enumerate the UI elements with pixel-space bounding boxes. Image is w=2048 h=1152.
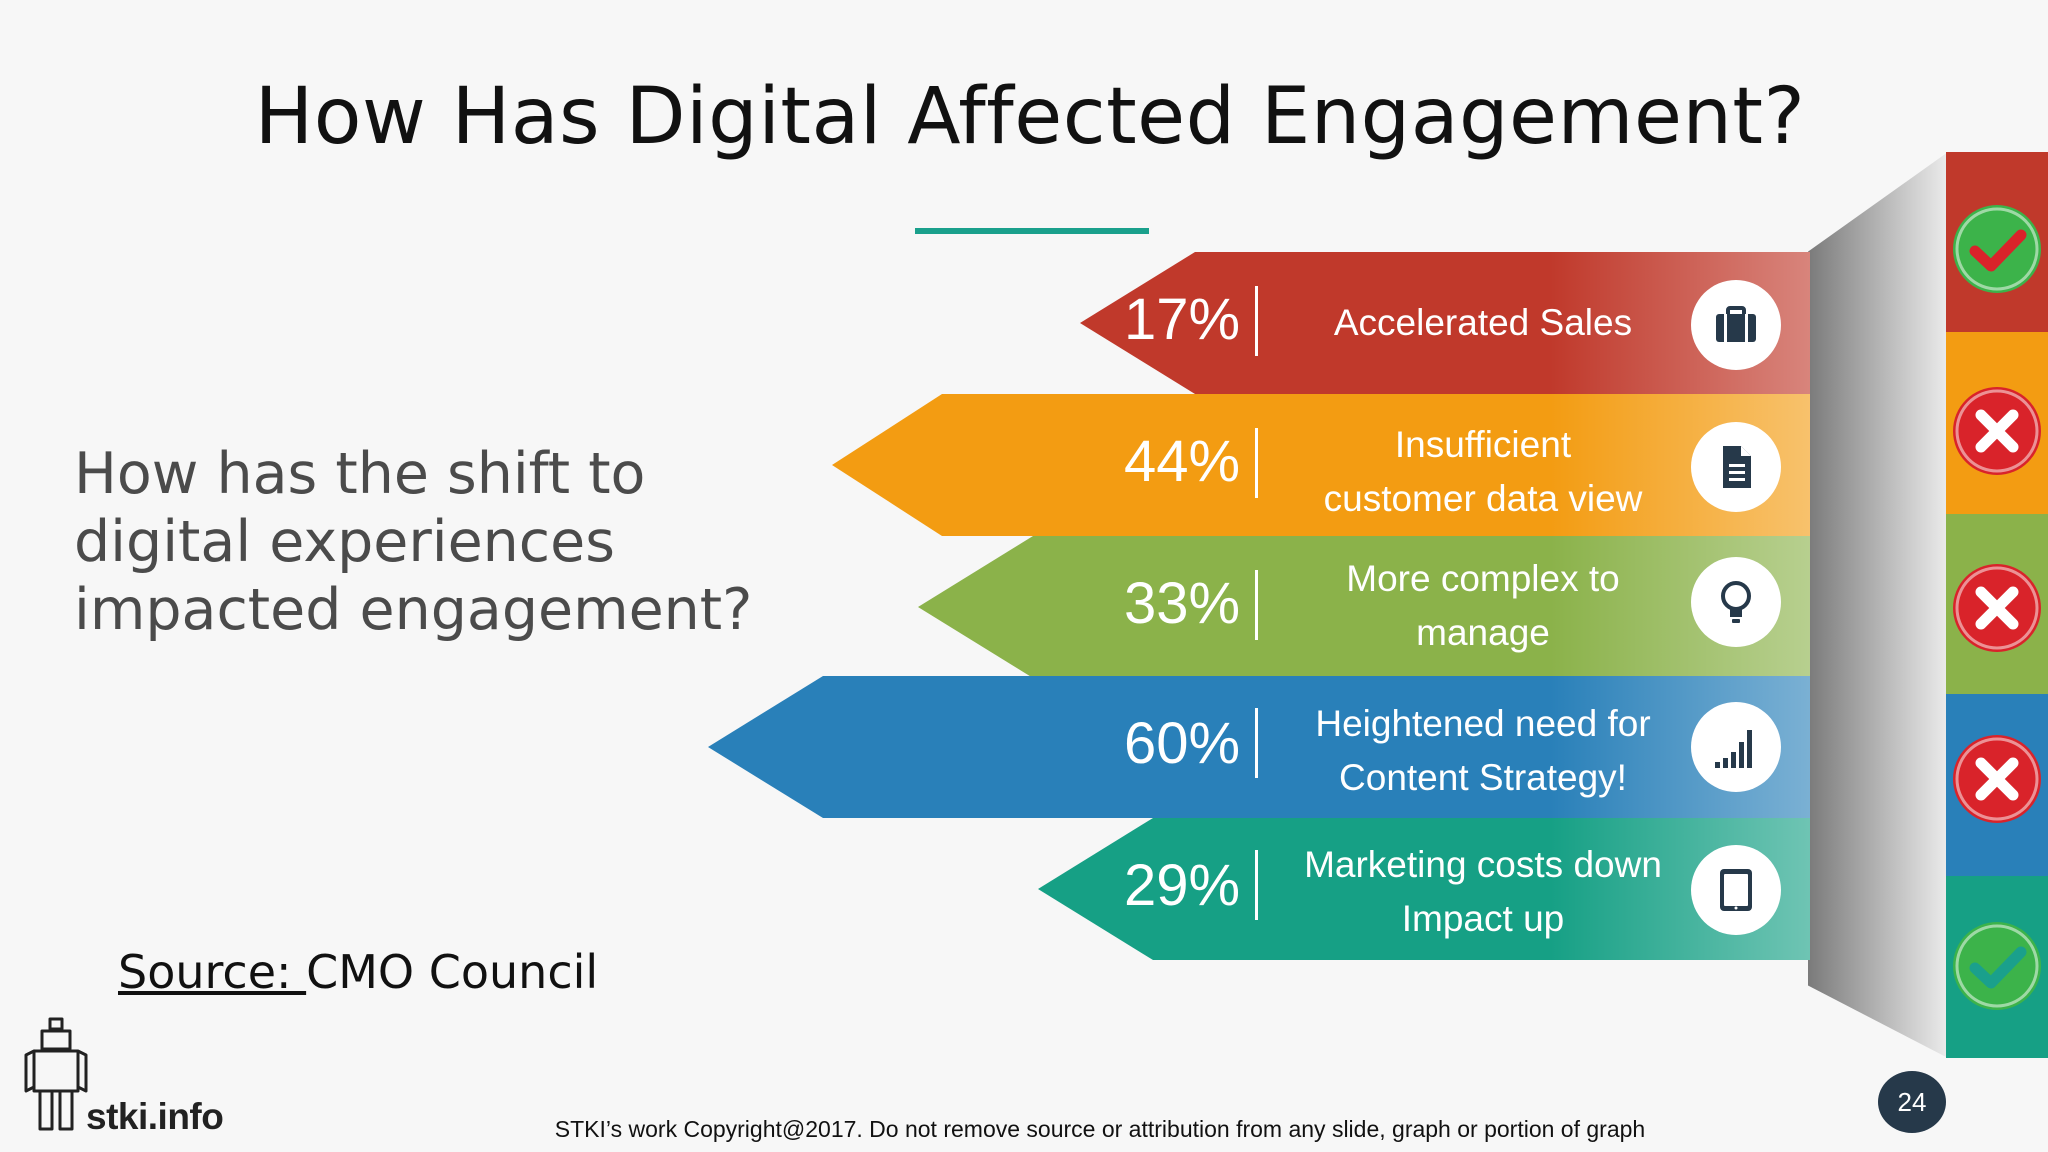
- item-2-percent: 44%: [1124, 429, 1241, 494]
- item-5-percent: 29%: [1124, 853, 1241, 918]
- check-icon: [1951, 203, 2043, 295]
- site-logo-text: stki.info: [86, 1096, 224, 1137]
- ribbon-fold-shadow: [1808, 152, 1948, 1058]
- signal-bars-icon: [1691, 702, 1781, 792]
- page-number-badge: 24: [1878, 1071, 1946, 1133]
- cross-icon: [1951, 562, 2043, 654]
- item-4-divider: [1255, 708, 1258, 778]
- lightbulb-icon: [1691, 557, 1781, 647]
- item-2-divider: [1255, 428, 1258, 498]
- cross-icon: [1951, 733, 2043, 825]
- question-text: How has the shift to digital experiences…: [74, 441, 753, 643]
- document-icon: [1691, 422, 1781, 512]
- copyright-footer: STKI’s work Copyright@2017. Do not remov…: [554, 1116, 1646, 1142]
- cross-icon: [1951, 385, 2043, 477]
- source-label: Source:: [118, 945, 307, 999]
- title-underline: [915, 228, 1149, 234]
- item-3-divider: [1255, 570, 1258, 640]
- item-4-percent: 60%: [1124, 711, 1241, 776]
- source-value: CMO Council: [306, 945, 599, 999]
- item-5-divider: [1255, 850, 1258, 920]
- item-3-label: More complex to manage: [1346, 558, 1620, 653]
- item-1-divider: [1255, 286, 1258, 356]
- arrow-item-1: [1080, 252, 1810, 394]
- briefcase-icon: [1691, 280, 1781, 370]
- tablet-icon: [1691, 845, 1781, 935]
- source-attribution: Source: CMO Council: [118, 945, 598, 999]
- item-3-percent: 33%: [1124, 571, 1241, 636]
- robot-figure-icon: [12, 1015, 92, 1140]
- arrow-item-4: [708, 676, 1810, 818]
- item-2-label: Insufficient customer data view: [1323, 424, 1643, 519]
- arrow-item-2: [832, 394, 1810, 536]
- check-icon: [1951, 920, 2043, 1012]
- item-1-label: Accelerated Sales: [1333, 302, 1633, 343]
- item-5-label: Marketing costs down Impact up: [1304, 844, 1662, 939]
- item-4-label: Heightened need for Content Strategy!: [1315, 703, 1651, 798]
- slide-title: How Has Digital Affected Engagement?: [254, 72, 1806, 162]
- item-1-percent: 17%: [1124, 287, 1241, 352]
